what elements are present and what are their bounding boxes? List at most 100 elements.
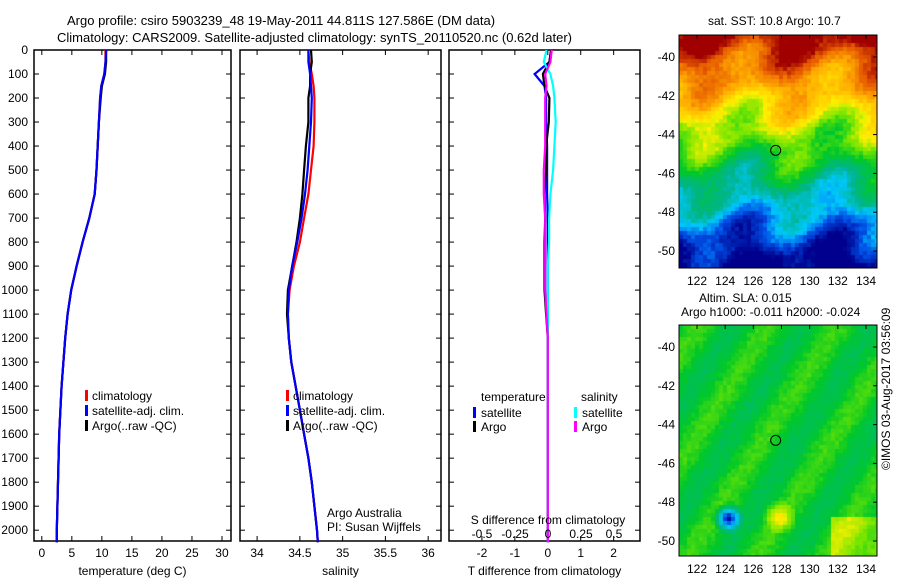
lon-tick-label: 124	[715, 562, 735, 576]
sla-map	[679, 325, 877, 556]
lon-tick-label: 122	[687, 562, 707, 576]
lon-tick-label: 124	[715, 274, 735, 288]
x-tick-label: 34.5	[288, 546, 312, 560]
x-tick-label: 15	[125, 546, 139, 560]
x-axis-label: salinity	[322, 564, 359, 578]
x-tick-label: 2	[610, 546, 617, 560]
y-tick-label: 1700	[1, 451, 28, 465]
y-tick-label: 700	[8, 211, 28, 225]
argo-float-marker	[770, 144, 782, 156]
lat-tick-label: -46	[658, 456, 676, 470]
figure-title-line1: Argo profile: csiro 5903239_48 19-May-20…	[67, 13, 496, 28]
legend-label: climatology	[293, 389, 353, 403]
y-tick-label: 900	[8, 259, 28, 273]
x-tick-label: 5	[68, 546, 75, 560]
legend-label: Argo	[582, 420, 608, 434]
s-tick-label: 0.25	[569, 527, 593, 541]
s-tick-label: -0.5	[472, 527, 493, 541]
y-tick-label: 1500	[1, 403, 28, 417]
series-line-satellite-adj-clim-	[55, 49, 108, 543]
x-tick-label: 36	[421, 546, 435, 560]
y-tick-label: 1800	[1, 475, 28, 489]
lon-tick-label: 122	[687, 274, 707, 288]
y-tick-label: 0	[21, 43, 28, 57]
y-tick-label: 1300	[1, 355, 28, 369]
lon-tick-label: 132	[828, 274, 848, 288]
legend-swatch	[574, 407, 577, 418]
y-tick-label: 1100	[2, 307, 28, 321]
lat-tick-label: -48	[658, 205, 676, 219]
series-line-s-argo	[542, 49, 553, 543]
lon-tick-label: 130	[800, 562, 820, 576]
lat-tick-label: -42	[658, 379, 676, 393]
y-tick-label: 1600	[1, 427, 28, 441]
legend-swatch	[286, 405, 289, 416]
legend-label: climatology	[92, 389, 152, 403]
lon-tick-label: 134	[856, 562, 876, 576]
x-tick-label: 1	[577, 546, 584, 560]
copyright-text: ©IMOS 03-Aug-2017 03:56:09	[879, 307, 893, 470]
y-tick-label: 1400	[1, 379, 28, 393]
lon-tick-label: 130	[800, 274, 820, 288]
legend-label: Argo(..raw -QC)	[92, 419, 177, 433]
plot-frame	[33, 49, 232, 542]
map-frame	[678, 324, 878, 557]
legend-label: Argo(..raw -QC)	[293, 419, 378, 433]
y-tick-label: 300	[8, 115, 28, 129]
lon-tick-label: 132	[828, 562, 848, 576]
annotation-text: Argo Australia	[327, 506, 402, 520]
sst-map-title: sat. SST: 10.8 Argo: 10.7	[708, 14, 841, 28]
argo-float-marker	[770, 434, 782, 446]
lat-tick-label: -42	[658, 89, 676, 103]
legend-swatch	[473, 421, 476, 432]
x-tick-label: 20	[155, 546, 169, 560]
x-tick-label: -1	[510, 546, 521, 560]
s-tick-label: 0.5	[606, 527, 623, 541]
x-tick-label: 25	[185, 546, 199, 560]
legend-swatch	[574, 421, 577, 432]
x-tick-label: 0	[38, 546, 45, 560]
figure-title-line2: Climatology: CARS2009. Satellite-adjuste…	[57, 30, 572, 45]
lat-tick-label: -50	[658, 534, 676, 548]
lat-tick-label: -40	[658, 340, 676, 354]
legend-swatch	[85, 420, 88, 431]
lon-tick-label: 126	[743, 562, 763, 576]
s-tick-label: -0.25	[501, 527, 529, 541]
legend-label: satellite	[582, 406, 623, 420]
y-tick-label: 800	[8, 235, 28, 249]
annotation-text: PI: Susan Wijffels	[327, 520, 421, 534]
legend-label: satellite-adj. clim.	[293, 404, 385, 418]
x-tick-label: 30	[215, 546, 229, 560]
series-line-satellite-adj-clim-	[286, 50, 319, 543]
legend-title: temperature	[481, 390, 546, 404]
legend-swatch	[85, 390, 88, 401]
lat-tick-label: -50	[658, 244, 676, 258]
legend-swatch	[286, 390, 289, 401]
s-tick-label: 0	[545, 527, 552, 541]
x-axis-label: temperature (deg C)	[78, 564, 186, 578]
lat-tick-label: -46	[658, 166, 676, 180]
legend-swatch	[473, 407, 476, 418]
y-tick-label: 400	[8, 139, 28, 153]
x-tick-label: 0	[544, 546, 551, 560]
y-tick-label: 100	[8, 67, 28, 81]
x-tick-label: 35	[336, 546, 350, 560]
x-tick-label: 35.5	[374, 546, 398, 560]
lon-tick-label: 126	[743, 274, 763, 288]
legend-label: Argo	[481, 420, 507, 434]
sst-map	[679, 35, 877, 268]
legend-swatch	[286, 420, 289, 431]
y-tick-label: 600	[8, 187, 28, 201]
y-tick-label: 1200	[1, 331, 28, 345]
legend-title: salinity	[581, 390, 618, 404]
x-axis-label: T difference from climatology	[468, 564, 622, 578]
s-axis-label: S difference from climatology	[471, 513, 626, 527]
y-tick-label: 1900	[1, 499, 28, 513]
lat-tick-label: -44	[658, 418, 676, 432]
lon-tick-label: 128	[771, 274, 791, 288]
legend-label: satellite-adj. clim.	[92, 404, 184, 418]
sla-map-title2: Argo h1000: -0.011 h2000: -0.024	[681, 305, 861, 319]
